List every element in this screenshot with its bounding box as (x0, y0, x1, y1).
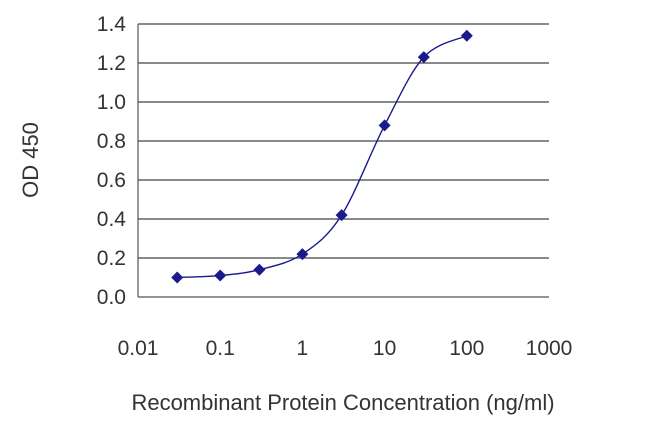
data-point (214, 269, 227, 282)
series-layer (171, 29, 473, 284)
data-point (171, 271, 184, 284)
y-tick-label: 1.4 (97, 13, 127, 36)
x-tick-label: 1 (297, 337, 309, 360)
plot-area (138, 24, 549, 297)
data-point (417, 51, 430, 64)
x-tick-labels: 0.01 0.1 1 10 100 1000 (118, 337, 573, 360)
x-tick-label: 0.01 (118, 337, 159, 360)
data-point (378, 119, 391, 132)
y-tick-labels: 0.0 0.2 0.4 0.6 0.8 1.0 1.2 1.4 (97, 13, 127, 309)
x-tick-label: 100 (449, 337, 484, 360)
data-point (335, 209, 348, 222)
y-tick-label: 0.4 (97, 208, 127, 231)
y-tick-label: 1.2 (97, 52, 126, 75)
y-tick-label: 0.0 (97, 286, 126, 309)
data-point (296, 248, 309, 261)
data-point (253, 263, 266, 276)
series-line (177, 35, 468, 279)
x-tick-label: 10 (373, 337, 396, 360)
y-tick-label: 1.0 (97, 91, 126, 114)
y-tick-label: 0.6 (97, 169, 126, 192)
data-point (460, 29, 473, 42)
y-axis-title: OD 450 (18, 122, 43, 198)
x-tick-label: 0.1 (206, 337, 235, 360)
gridlines (138, 23, 549, 259)
x-tick-label: 1000 (526, 337, 573, 360)
y-tick-label: 0.2 (97, 247, 126, 270)
y-tick-label: 0.8 (97, 130, 126, 153)
x-axis-title: Recombinant Protein Concentration (ng/ml… (131, 390, 554, 415)
